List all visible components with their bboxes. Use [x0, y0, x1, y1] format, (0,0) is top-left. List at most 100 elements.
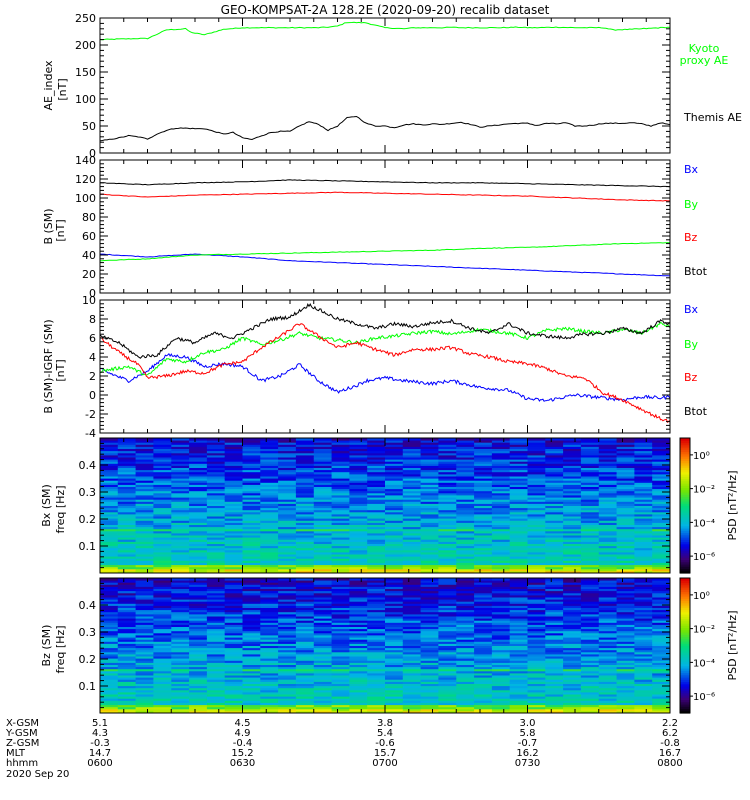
ae-frame	[99, 17, 671, 154]
bz_spec-colorbar-tick-label: 10⁻⁴	[693, 658, 715, 669]
ae-ytick-label: 50	[82, 120, 96, 133]
b_igrf-series-btot	[99, 303, 671, 359]
bx_spec-colorbar-tick-label: 10⁻²	[693, 485, 715, 496]
x-axis-row-value: 15.7	[374, 748, 396, 759]
b_sm-ytick-label: 0	[89, 287, 96, 300]
bx_spec-freq-ylabel: freq [Hz]	[54, 485, 67, 533]
b_igrf-ytick-label: 8	[89, 313, 96, 326]
bz_spec-frame	[99, 577, 671, 714]
ae-legend-kyoto: Kyoto	[689, 42, 720, 55]
bz_spec-colorbar: 10⁰ 10⁻² 10⁻⁴ 10⁻⁶	[679, 577, 715, 714]
b_igrf-legend-bz: Bz	[684, 371, 698, 384]
bz_spec-freq-ylabel: freq [Hz]	[54, 625, 67, 673]
b_sm-ytick-label: 20	[82, 268, 96, 281]
x-axis-row-value: 16.7	[659, 748, 681, 759]
bx_spec-colorbar-label-ylabel: PSD [nT²/Hz]	[726, 470, 739, 540]
ae-unit-ylabel: [nT]	[56, 78, 69, 100]
x-axis-row-value: 5.4	[377, 728, 393, 739]
x-axis-row-value: 0700	[372, 758, 397, 769]
bz_spec-colorbar-tick-label: 10⁻²	[693, 625, 715, 636]
x-axis-row-value: 3.8	[377, 718, 393, 729]
bx_spec-ytick-label: 0.2	[79, 513, 97, 526]
bx_spec-ytick-label: 0.1	[79, 540, 97, 553]
b_sm-ytick-label: 60	[82, 230, 96, 243]
b_sm-ytick-label: 100	[75, 192, 96, 205]
x-axis-row-value: 5.8	[520, 728, 536, 739]
b_igrf-series-bx	[99, 352, 671, 402]
x-axis-row-value: 6.2	[662, 728, 678, 739]
b_igrf-unit-ylabel: [nT]	[54, 359, 67, 381]
x-axis-row-value: 16.2	[516, 748, 538, 759]
x-axis-row-value: 0630	[230, 758, 255, 769]
bz_spec-ytick-label: 0.1	[79, 680, 97, 693]
b_sm-legend-btot: Btot	[684, 265, 708, 278]
b_igrf-ytick-label: 2	[89, 370, 96, 383]
ae-ylabel: AE_index	[42, 60, 55, 111]
bx_spec-cells	[100, 438, 671, 574]
b_sm-legend-bx: Bx	[684, 163, 699, 176]
x-axis-row-value: -0.7	[518, 738, 538, 749]
bx_spec-ylabel: Bx (SM)	[40, 484, 53, 527]
x-axis-row-value: 4.5	[235, 718, 251, 729]
b_igrf-ytick-label: 10	[82, 294, 96, 307]
bx_spec-colorbar: 10⁰ 10⁻² 10⁻⁴ 10⁻⁶	[679, 437, 715, 574]
bx_spec-colorbar-tick-label: 10⁰	[693, 451, 710, 462]
bz_spec-ytick-label: 0.2	[79, 653, 97, 666]
panel-bx_spec: 0.10.20.30.4Bx (SM) freq [Hz]10⁰10⁻²10⁻⁴1…	[40, 437, 739, 574]
ae-ytick-label: 250	[75, 12, 96, 25]
x-axis-row-value: 2.2	[662, 718, 678, 729]
b_igrf-ylabel: B (SM)-IGRF (SM)	[42, 319, 55, 413]
b_sm-legend-by: By	[684, 198, 699, 211]
ae-legend-themis: Themis AE	[683, 111, 742, 124]
b_sm-ytick-label: 140	[75, 154, 96, 167]
bz_spec-colorbar-tick-label: 10⁰	[693, 591, 710, 602]
x-axis-row-value: 5.1	[92, 718, 108, 729]
x-axis-row-value: -0.4	[233, 738, 253, 749]
bz_spec-ytick-label: 0.4	[79, 599, 97, 612]
b_igrf-series-bz	[99, 323, 671, 424]
x-axis-row-value: 3.0	[520, 718, 536, 729]
bz_spec-cells	[100, 578, 671, 714]
x-axis-row-value: 0730	[515, 758, 540, 769]
b_sm-series-bz	[99, 191, 671, 202]
panel-bz_spec: 0.10.20.30.4Bz (SM) freq [Hz]10⁰10⁻²10⁻⁴1…	[40, 577, 739, 714]
bx_spec-colorbar-frame	[679, 437, 691, 574]
bx_spec-colorbar-tick-label: 10⁻⁴	[693, 518, 715, 529]
x-axis-row-label: Z-GSM	[6, 738, 39, 749]
b_igrf-legend-btot: Btot	[684, 405, 708, 418]
b_sm-series-by	[99, 242, 671, 262]
x-axis-row-value: 4.9	[235, 728, 251, 739]
b_sm-series-bx	[100, 253, 671, 277]
bz_spec-ytick-label: 0.3	[79, 626, 97, 639]
x-axis-row-label: hhmm	[6, 758, 38, 769]
b_igrf-ytick-label: -2	[85, 408, 96, 421]
ae-ytick-label: 200	[75, 39, 96, 52]
bx_spec-colorbar-tick-label: 10⁻⁶	[693, 552, 715, 563]
bz_spec-colorbar-label-ylabel: PSD [nT²/Hz]	[726, 610, 739, 680]
b_igrf-ytick-label: 4	[89, 351, 96, 364]
b_igrf-frame	[99, 299, 671, 434]
panel-b_sm: 0 20 40 60 80 100 120 140 Bx By Bz Btot B (SM) [nT]	[42, 154, 708, 300]
ae-ytick-label: 150	[75, 66, 96, 79]
ae-legend-kyoto: proxy AE	[680, 54, 729, 67]
x-axis-row-value: 0800	[657, 758, 682, 769]
b_igrf-ytick-label: 0	[89, 389, 96, 402]
x-axis-row-label: X-GSM	[6, 718, 39, 729]
b_sm-ylabel: B (SM)	[42, 208, 55, 244]
b_igrf-ytick-label: 6	[89, 332, 96, 345]
b_sm-ytick-label: 120	[75, 173, 96, 186]
b_sm-series-btot	[100, 179, 671, 188]
bx_spec-ytick-label: 0.4	[79, 459, 97, 472]
x-axis-row-label: MLT	[6, 748, 26, 759]
b_igrf-ytick-label: -4	[85, 427, 96, 440]
ae-ytick-label: 0	[89, 147, 96, 160]
b_sm-legend-bz: Bz	[684, 231, 698, 244]
x-axis-row-value: -0.8	[660, 738, 680, 749]
x-axis-date: 2020 Sep 20	[6, 769, 69, 780]
b_sm-frame	[99, 159, 671, 294]
b_sm-ytick-label: 40	[82, 249, 96, 262]
bx_spec-ytick-label: 0.3	[79, 486, 97, 499]
x-axis-labels: X-GSM 5.1 4.5 3.8 3.0 2.2 Y-GSM 4.3 4.9 5.4 5.8 6.2…	[5, 718, 683, 780]
b_sm-unit-ylabel: [nT]	[54, 219, 67, 241]
